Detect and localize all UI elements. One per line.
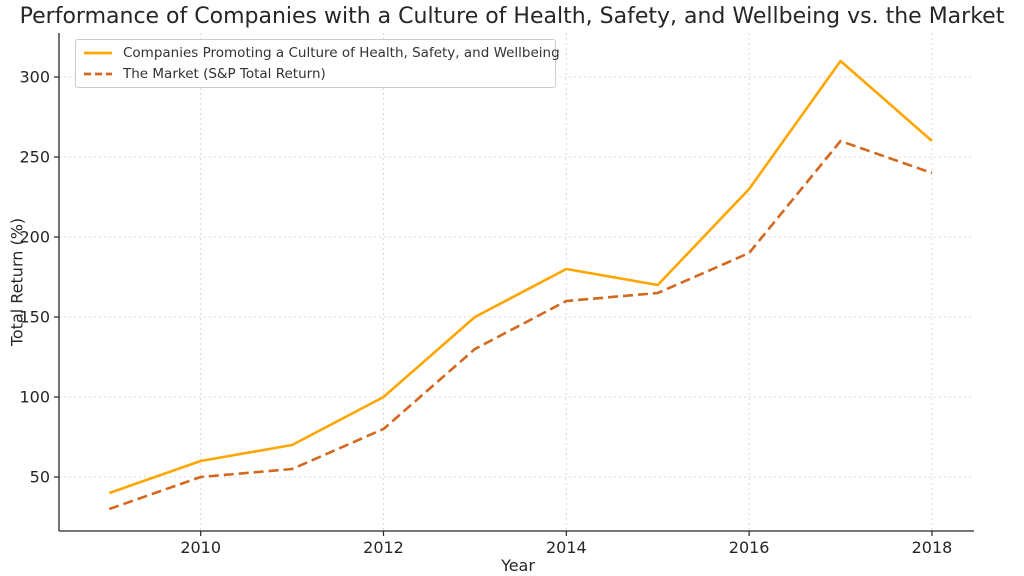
y-tick-label: 100 (19, 388, 50, 407)
legend: Companies Promoting a Culture of Health,… (75, 39, 560, 88)
companies-line-swatch-icon (84, 51, 112, 55)
y-tick-label: 150 (19, 308, 50, 327)
x-tick-label: 2018 (912, 538, 953, 557)
axes-spines (58, 33, 974, 532)
legend-label-companies: Companies Promoting a Culture of Health,… (123, 45, 560, 61)
axis-ticks: 50 100 150 200 250 300 2010 2012 2014 2016 2018 (19, 68, 952, 558)
y-tick-label: 200 (19, 228, 50, 247)
chart-title: Performance of Companies with a Culture … (19, 4, 1005, 29)
x-tick-label: 2012 (363, 538, 404, 557)
legend-item-market: The Market (S&P Total Return) (83, 64, 547, 84)
x-tick-label: 2010 (180, 538, 221, 557)
x-axis-label: Year (501, 556, 535, 575)
y-axis-label: Total Return (%) (7, 217, 27, 347)
x-tick-label: 2016 (729, 538, 770, 557)
series-line-0 (108, 59, 933, 495)
legend-label-market: The Market (S&P Total Return) (123, 66, 326, 82)
legend-item-companies: Companies Promoting a Culture of Health,… (83, 43, 560, 63)
x-tick-label: 2014 (546, 538, 587, 557)
y-tick-label: 250 (19, 148, 50, 167)
market-line-swatch-icon (84, 72, 112, 76)
y-tick-label: 50 (30, 468, 50, 487)
series-line-1 (108, 139, 933, 511)
grid-lines (59, 33, 974, 531)
y-tick-label: 300 (19, 68, 50, 87)
